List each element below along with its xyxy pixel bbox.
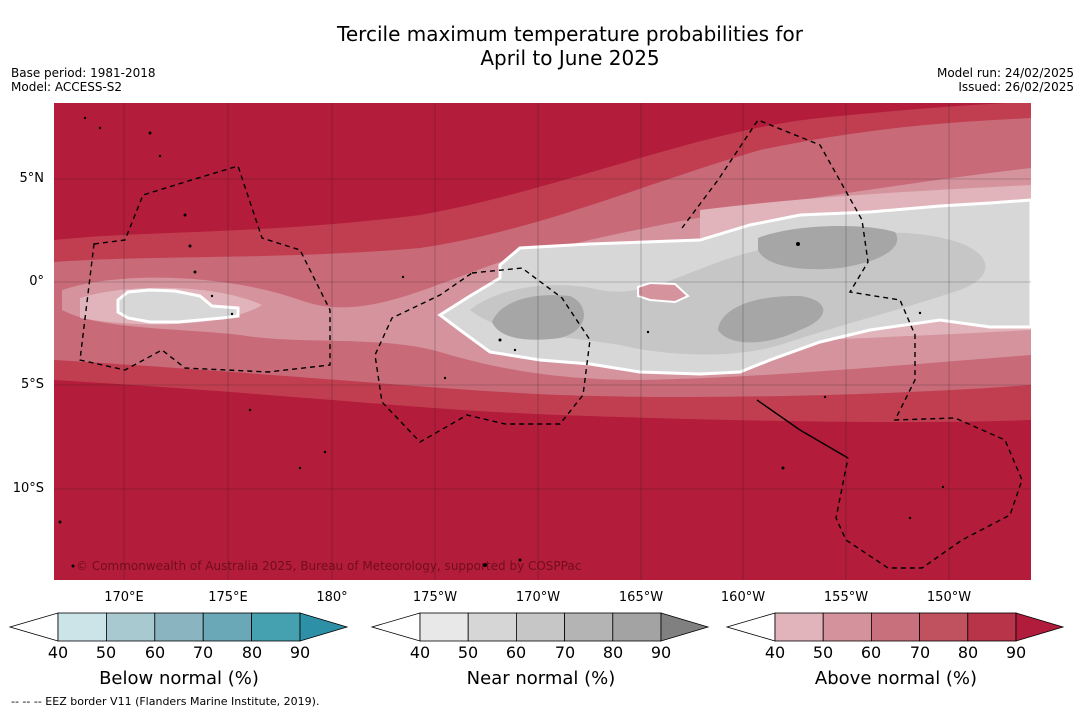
colorbar-near-normal	[370, 612, 710, 642]
eez-footnote: -- -- -- EEZ border V11 (Flanders Marine…	[11, 695, 320, 708]
meta-right: Model run: 24/02/2025 Issued: 26/02/2025	[937, 66, 1074, 94]
lat-label: 0°	[29, 274, 44, 289]
cb-tick: 70	[554, 643, 576, 662]
eez-border-solid-segment	[756, 399, 849, 459]
cb-tick: 50	[812, 643, 834, 662]
map-title: Tercile maximum temperature probabilitie…	[0, 22, 1085, 70]
lon-label: 150°W	[926, 590, 972, 605]
lon-label: 170°W	[515, 590, 561, 605]
cb-below-seg	[251, 612, 301, 642]
model-run: Model run: 24/02/2025	[936, 66, 1074, 80]
near-normal-island-region	[116, 288, 240, 324]
graticule	[54, 103, 1031, 580]
cb-tick: 40	[47, 643, 69, 662]
colorbar-title-below: Below normal (%)	[99, 668, 259, 689]
cb-tick: 60	[144, 643, 166, 662]
cb-above-seg	[871, 612, 921, 642]
cb-tick: 90	[650, 643, 672, 662]
near-normal-60-west	[492, 295, 584, 340]
lat-label: 5°N	[19, 171, 45, 186]
eez-border-east	[681, 119, 1023, 569]
lat-label: 5°S	[20, 377, 44, 392]
cb-above-seg	[1015, 612, 1065, 642]
meta-left: Base period: 1981-2018 Model: ACCESS-S2	[11, 66, 156, 94]
colorbar-below-normal	[8, 612, 349, 642]
cb-tick: 90	[1005, 643, 1027, 662]
cb-tick: 40	[764, 643, 786, 662]
lon-label: 165°W	[618, 590, 664, 605]
cb-near-seg	[419, 612, 469, 642]
near-normal-60-east	[758, 226, 898, 270]
cb-above-seg	[774, 612, 824, 642]
cb-tick: 70	[192, 643, 214, 662]
cb-near-seg	[612, 612, 662, 642]
cb-near-seg	[660, 612, 710, 642]
cb-near-seg	[516, 612, 566, 642]
cb-below-seg	[57, 612, 107, 642]
cb-tick: 60	[860, 643, 882, 662]
cb-near-seg	[467, 612, 517, 642]
cb-tick: 80	[957, 643, 979, 662]
colorbar-above-normal	[725, 612, 1065, 642]
map-area[interactable]	[54, 102, 1031, 580]
lat-label: 10°S	[12, 481, 44, 496]
cb-below-seg	[299, 612, 349, 642]
cb-tick: 60	[505, 643, 527, 662]
lon-label: 175°W	[412, 590, 458, 605]
cb-below-seg	[154, 612, 204, 642]
cb-near-seg	[564, 612, 614, 642]
cb-below-seg	[202, 612, 252, 642]
cb-tick: 40	[409, 643, 431, 662]
cb-tick: 90	[289, 643, 311, 662]
cb-tick: 80	[241, 643, 263, 662]
lon-label: 170°E	[104, 590, 144, 605]
copyright-notice: © Commonwealth of Australia 2025, Bureau…	[76, 559, 582, 573]
title-line-1: Tercile maximum temperature probabilitie…	[337, 22, 803, 46]
lon-label: 180°	[316, 590, 348, 605]
near-normal-60-central	[718, 295, 824, 343]
cb-tick: 50	[457, 643, 479, 662]
islands	[58, 116, 945, 568]
eez-border-west	[79, 165, 331, 373]
issued-date: Issued: 26/02/2025	[958, 80, 1074, 94]
eez-borders	[79, 119, 1023, 569]
cb-above-seg	[822, 612, 872, 642]
lon-label: 155°W	[823, 590, 869, 605]
lon-label: 160°W	[720, 590, 766, 605]
cb-above-seg	[967, 612, 1017, 642]
base-period: Base period: 1981-2018	[11, 66, 156, 80]
lon-label: 175°E	[208, 590, 248, 605]
cb-below-seg	[106, 612, 156, 642]
colorbar-title-above: Above normal (%)	[814, 668, 978, 689]
cb-tick: 80	[602, 643, 624, 662]
cb-tick: 70	[909, 643, 931, 662]
title-line-2: April to June 2025	[480, 46, 660, 70]
colorbar-title-near: Near normal (%)	[466, 668, 616, 689]
eez-border-central	[374, 267, 591, 443]
model-name: Model: ACCESS-S2	[11, 80, 123, 94]
cb-tick: 50	[95, 643, 117, 662]
cb-above-seg	[919, 612, 969, 642]
above-normal-patch	[637, 281, 690, 304]
